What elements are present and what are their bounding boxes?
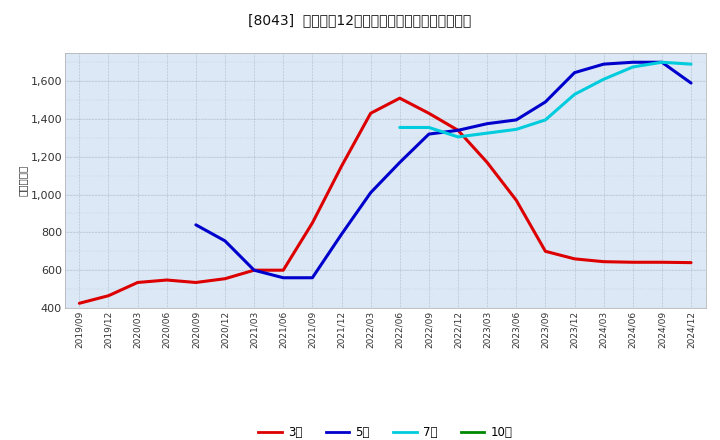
7年 xyxy=(629,64,637,70)
3年 xyxy=(395,95,404,101)
3年 xyxy=(163,277,171,282)
3年 xyxy=(454,128,462,133)
3年 xyxy=(599,259,608,264)
3年 xyxy=(192,280,200,285)
3年 xyxy=(337,164,346,169)
5年 xyxy=(337,231,346,237)
3年 xyxy=(629,260,637,265)
Y-axis label: （百万円）: （百万円） xyxy=(17,165,27,196)
3年 xyxy=(133,280,142,285)
Legend: 3年, 5年, 7年, 10年: 3年, 5年, 7年, 10年 xyxy=(253,421,517,440)
7年 xyxy=(395,125,404,130)
5年 xyxy=(687,81,696,86)
7年 xyxy=(483,131,492,136)
5年 xyxy=(541,99,550,105)
5年 xyxy=(599,62,608,67)
3年 xyxy=(512,198,521,203)
3年 xyxy=(541,249,550,254)
3年 xyxy=(687,260,696,265)
Line: 7年: 7年 xyxy=(400,62,691,137)
5年 xyxy=(395,160,404,165)
5年 xyxy=(250,268,258,273)
7年 xyxy=(541,117,550,123)
5年 xyxy=(629,59,637,65)
5年 xyxy=(425,132,433,137)
3年 xyxy=(279,268,287,273)
3年 xyxy=(250,268,258,273)
7年 xyxy=(657,59,666,65)
5年 xyxy=(279,275,287,280)
3年 xyxy=(657,260,666,265)
7年 xyxy=(454,134,462,139)
5年 xyxy=(454,128,462,133)
5年 xyxy=(220,238,229,243)
7年 xyxy=(425,125,433,130)
3年 xyxy=(570,256,579,261)
7年 xyxy=(570,92,579,97)
3年 xyxy=(220,276,229,281)
5年 xyxy=(570,70,579,75)
7年 xyxy=(599,77,608,82)
3年 xyxy=(366,110,375,116)
5年 xyxy=(308,275,317,280)
7年 xyxy=(687,62,696,67)
5年 xyxy=(366,190,375,195)
7年 xyxy=(512,127,521,132)
3年 xyxy=(308,220,317,226)
Line: 3年: 3年 xyxy=(79,98,691,303)
5年 xyxy=(657,59,666,65)
5年 xyxy=(512,117,521,123)
3年 xyxy=(75,301,84,306)
5年 xyxy=(483,121,492,126)
3年 xyxy=(104,293,113,298)
Text: [8043]  経常利益12か月移動合計の標準偏差の推移: [8043] 経常利益12か月移動合計の標準偏差の推移 xyxy=(248,13,472,27)
3年 xyxy=(425,110,433,116)
3年 xyxy=(483,160,492,165)
5年 xyxy=(192,222,200,227)
Line: 5年: 5年 xyxy=(196,62,691,278)
